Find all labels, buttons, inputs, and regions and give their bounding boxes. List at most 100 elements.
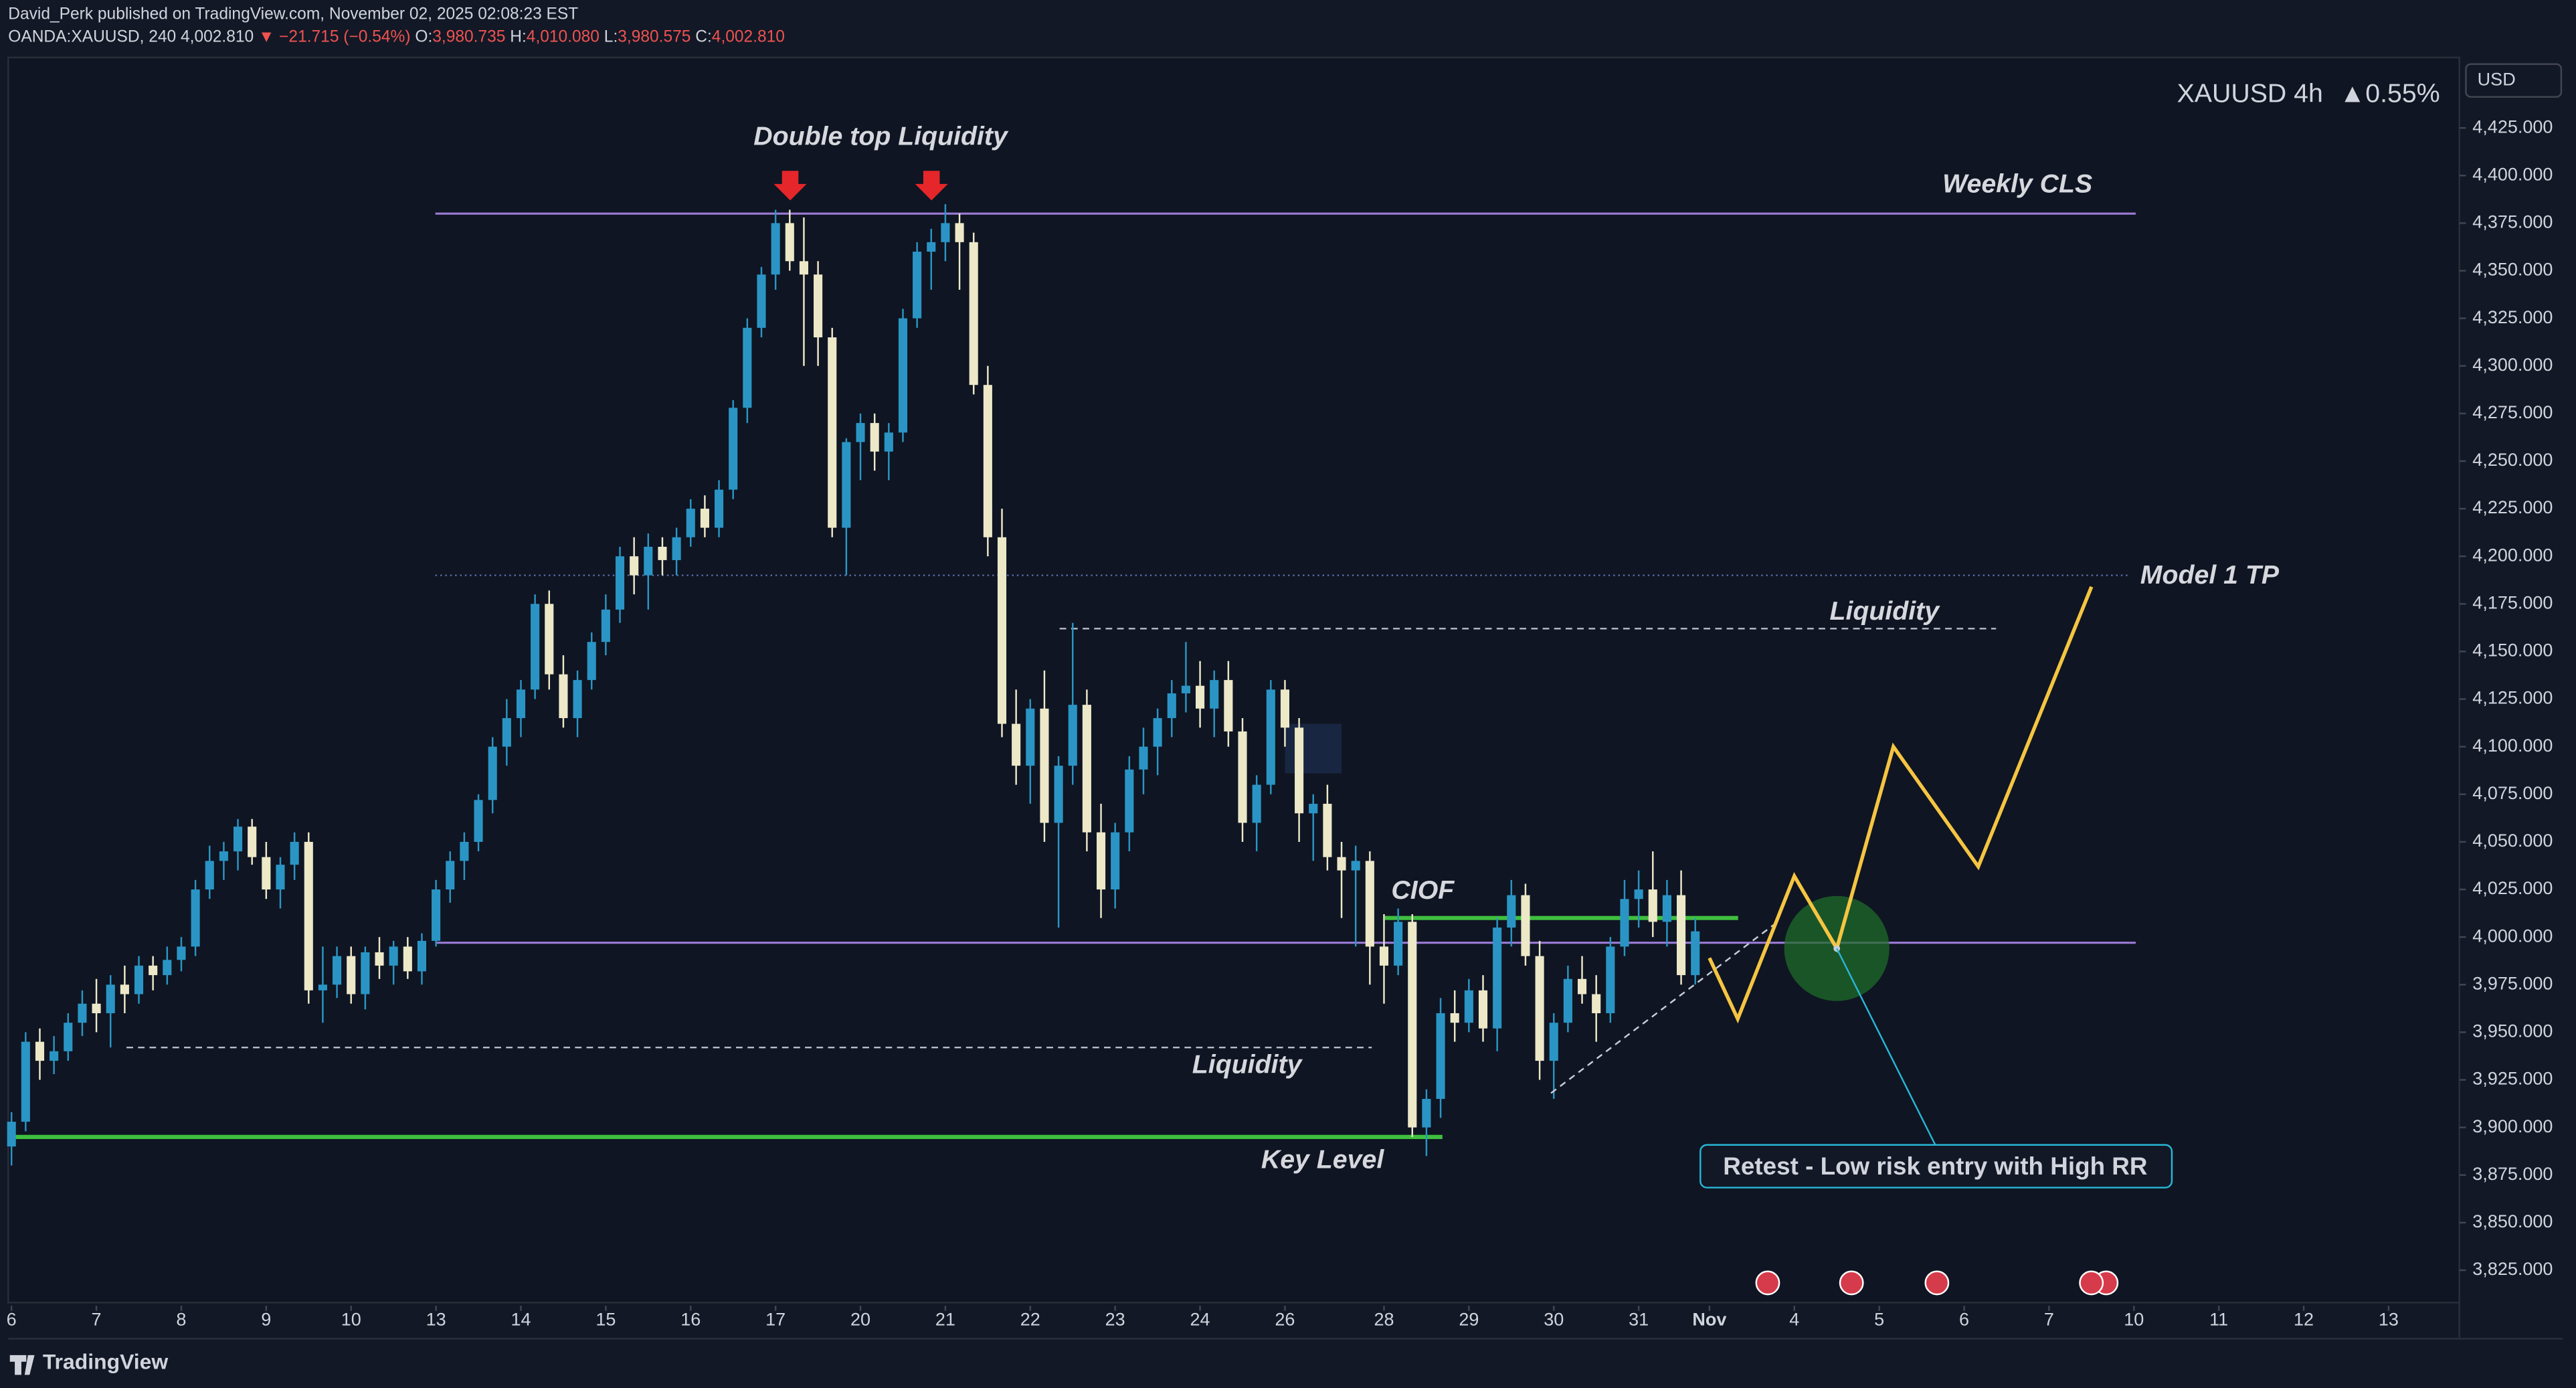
candle-body	[531, 604, 540, 690]
arrow	[915, 171, 948, 201]
level-label: Key Level	[1261, 1145, 1384, 1175]
candle-body	[1648, 889, 1657, 922]
x-tick-label: 30	[1544, 1309, 1564, 1329]
candle-body	[1026, 708, 1035, 766]
candle-body	[771, 223, 780, 275]
h-value: 4,010.080	[527, 28, 600, 46]
candle-body	[969, 242, 978, 385]
x-tick-label: 7	[92, 1309, 102, 1329]
candle-body	[1167, 693, 1176, 719]
candle-body	[134, 965, 144, 994]
note: Retest - Low risk entry with High RR	[1723, 1152, 2147, 1180]
y-tick-label: 4,400.000	[2472, 164, 2553, 184]
candle-body	[516, 689, 526, 719]
x-tick-label: 4	[1789, 1309, 1799, 1329]
candle-body	[248, 827, 257, 857]
candle-body	[375, 952, 384, 966]
x-tick-label: 17	[765, 1309, 786, 1329]
candle-body	[205, 861, 214, 890]
candle-body	[729, 408, 738, 490]
symbol-info: OANDA:XAUUSD, 240 4,002.810 ▼ −21.715 (−…	[8, 28, 785, 46]
candle-body	[1139, 746, 1148, 770]
candle-body	[1662, 895, 1671, 922]
candle-body	[1493, 927, 1502, 1029]
event-icon[interactable]	[1839, 1270, 1864, 1296]
event-icon[interactable]	[1924, 1270, 1950, 1296]
candle-body	[1295, 727, 1304, 814]
currency: USD	[2478, 69, 2516, 89]
publisher: David_Perk published on TradingView.com,…	[8, 5, 578, 23]
candle-body	[686, 509, 695, 537]
x-tick-label: 21	[935, 1309, 955, 1329]
candle-body	[1012, 723, 1021, 766]
currency-box[interactable]	[2465, 63, 2563, 98]
h-label: H:	[510, 28, 527, 46]
y-tick-label: 4,250.000	[2472, 450, 2553, 470]
y-tick-label: 4,350.000	[2472, 260, 2553, 280]
candle-body	[1577, 978, 1587, 994]
candle-body	[799, 261, 808, 275]
x-tick-label: 7	[2044, 1309, 2054, 1329]
candle-body	[1691, 931, 1700, 976]
candle-body	[64, 1023, 73, 1051]
candle-body	[714, 489, 724, 528]
candle-body	[545, 604, 554, 675]
candle-body	[785, 223, 794, 262]
candle-body	[898, 318, 908, 433]
x-tick-label: 11	[2209, 1309, 2228, 1329]
y-tick-label: 4,325.000	[2472, 307, 2553, 327]
candle-body	[163, 960, 172, 976]
candle-body	[347, 956, 356, 994]
candle-body	[1408, 922, 1417, 1128]
y-tick-label: 4,425.000	[2472, 116, 2553, 137]
x-tick-label: Nov	[1692, 1309, 1726, 1329]
x-tick-label: 22	[1020, 1309, 1040, 1329]
candle-body	[1535, 956, 1544, 1061]
candle-body	[403, 946, 412, 972]
candle-body	[177, 946, 186, 960]
candle-body	[1196, 685, 1205, 709]
candle-body	[1309, 804, 1318, 814]
y-tick-label: 3,875.000	[2472, 1164, 2553, 1184]
candle-body	[219, 851, 228, 861]
candle-body	[1210, 680, 1219, 709]
level-label: Model 1 TP	[2140, 560, 2280, 590]
candle-body	[1464, 990, 1473, 1023]
y-tick-label: 3,900.000	[2472, 1116, 2553, 1136]
candle-body	[333, 956, 342, 985]
x-tick-label: 28	[1374, 1309, 1394, 1329]
candle-body	[1153, 718, 1162, 747]
y-tick-label: 4,000.000	[2472, 926, 2553, 946]
candle-body	[587, 642, 596, 681]
event-icon[interactable]	[1755, 1270, 1780, 1296]
candle-body	[7, 1122, 16, 1147]
candle-body	[1549, 1023, 1558, 1061]
candle-body	[672, 537, 681, 560]
x-tick-label: 10	[2124, 1309, 2144, 1329]
candle-body	[106, 984, 115, 1013]
level-label: Liquidity	[1192, 1049, 1303, 1079]
x-tick-label: 12	[2294, 1309, 2314, 1329]
x-tick-label: 16	[680, 1309, 701, 1329]
o-label: O:	[415, 28, 432, 46]
candle-body	[361, 952, 370, 994]
x-tick-label: 8	[176, 1309, 186, 1329]
c-label: C:	[695, 28, 712, 46]
y-tick-label: 4,050.000	[2472, 831, 2553, 851]
candle-body	[814, 274, 823, 338]
candle-body	[78, 1003, 87, 1023]
y-tick-label: 4,025.000	[2472, 878, 2553, 898]
candle-body	[927, 242, 936, 252]
candle-body	[630, 556, 639, 576]
event-icon[interactable]	[2079, 1270, 2104, 1296]
candle-body	[955, 223, 964, 242]
x-tick-label: 13	[426, 1309, 446, 1329]
candle-body	[1040, 708, 1049, 823]
x-tick-label: 14	[511, 1309, 531, 1329]
candle-body	[1592, 994, 1601, 1013]
candle-body	[601, 609, 610, 642]
x-tick-label: 26	[1275, 1309, 1295, 1329]
x-tick-label: 23	[1105, 1309, 1125, 1329]
candle-body	[1436, 1013, 1445, 1099]
candle-body	[559, 674, 568, 719]
